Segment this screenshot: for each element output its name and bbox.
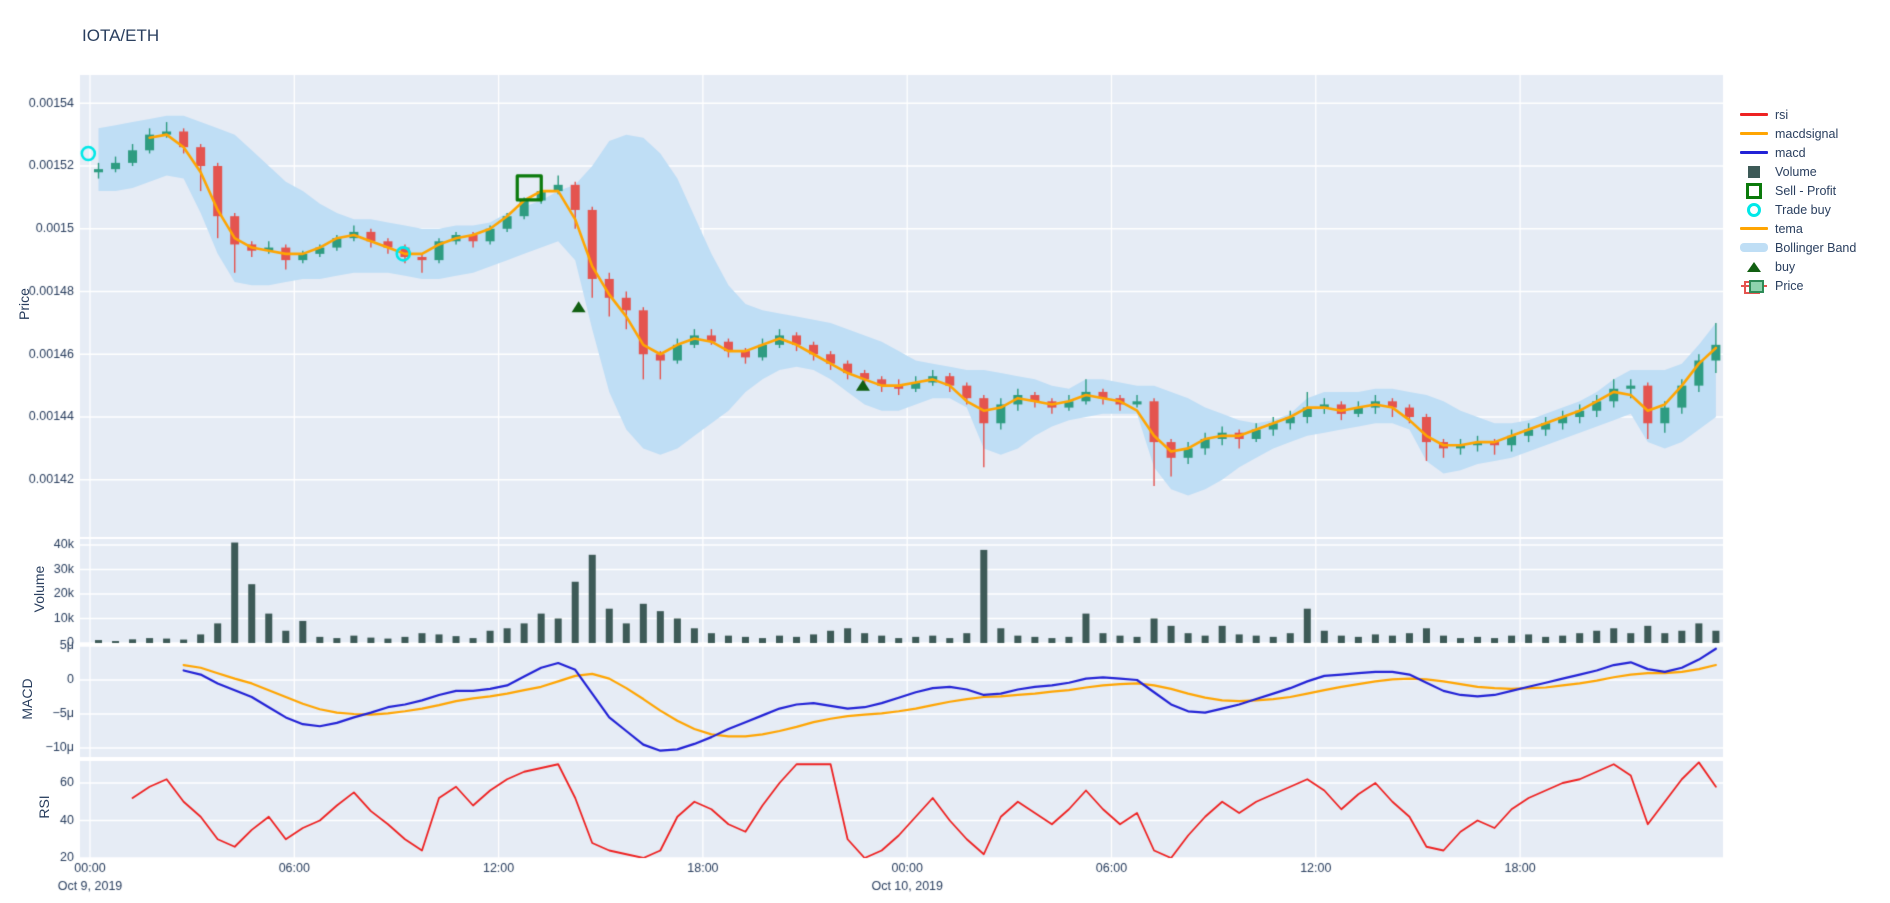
buy-triangle-icon: [1738, 261, 1770, 272]
rsi-line-icon: [1738, 113, 1770, 116]
legend-label: Price: [1775, 278, 1804, 293]
volume-square-icon: [1738, 165, 1770, 178]
legend-item-sell-profit[interactable]: Sell - Profit: [1738, 181, 1856, 200]
bollinger-band-icon: [1738, 243, 1770, 252]
legend-label: macd: [1775, 145, 1806, 160]
legend-label: rsi: [1775, 107, 1789, 122]
legend-item-tema[interactable]: tema: [1738, 219, 1856, 238]
price-axis-title: Price: [16, 288, 32, 320]
legend-label: macdsignal: [1775, 126, 1839, 141]
price-candlestick-icon: [1738, 279, 1770, 294]
legend-label: Bollinger Band: [1775, 240, 1857, 255]
sell-profit-square-icon: [1738, 182, 1770, 199]
legend: rsi macdsignal macd Volume Sell - Profit…: [1738, 105, 1856, 295]
macdsignal-line-icon: [1738, 132, 1770, 135]
legend-item-trade-buy[interactable]: Trade buy: [1738, 200, 1856, 219]
legend-label: Volume: [1775, 164, 1817, 179]
trade-buy-circle-icon: [1738, 202, 1770, 217]
legend-item-price[interactable]: Price: [1738, 276, 1856, 295]
legend-label: Sell - Profit: [1775, 183, 1837, 198]
legend-label: tema: [1775, 221, 1803, 236]
legend-item-bollinger-band[interactable]: Bollinger Band: [1738, 238, 1856, 257]
tema-line-icon: [1738, 227, 1770, 230]
legend-item-volume[interactable]: Volume: [1738, 162, 1856, 181]
macd-line-icon: [1738, 151, 1770, 154]
rsi-axis-title: RSI: [36, 795, 52, 819]
legend-item-macdsignal[interactable]: macdsignal: [1738, 124, 1856, 143]
legend-label: buy: [1775, 259, 1796, 274]
legend-label: Trade buy: [1775, 202, 1831, 217]
page-title: IOTA/ETH: [82, 26, 160, 45]
legend-item-rsi[interactable]: rsi: [1738, 105, 1856, 124]
legend-item-macd[interactable]: macd: [1738, 143, 1856, 162]
volume-axis-title: Volume: [31, 565, 47, 613]
macd-axis-title: MACD: [19, 678, 35, 720]
legend-item-buy[interactable]: buy: [1738, 257, 1856, 276]
